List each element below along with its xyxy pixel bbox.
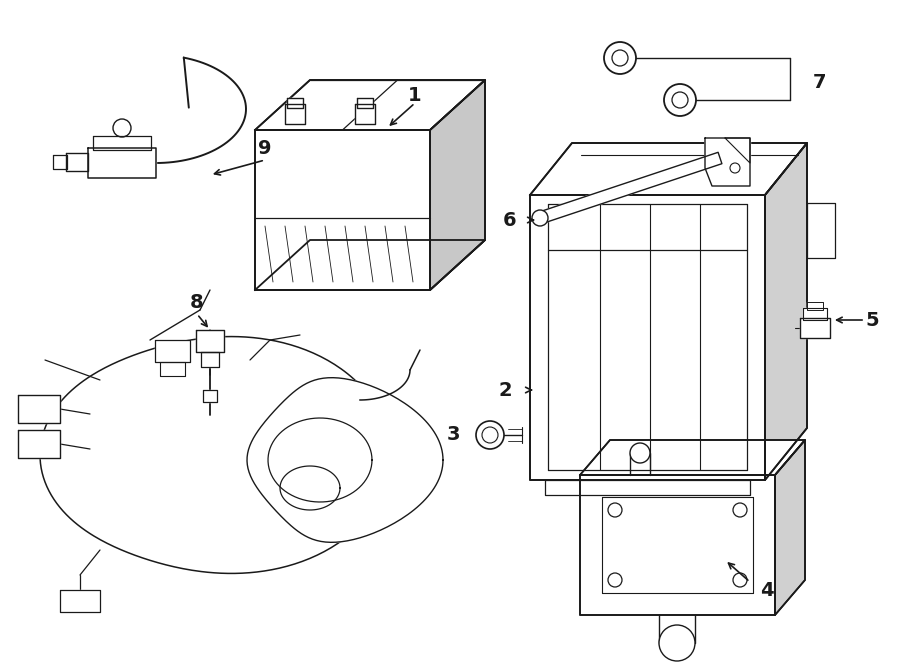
Polygon shape xyxy=(66,153,88,171)
Polygon shape xyxy=(160,362,185,376)
Circle shape xyxy=(532,210,548,226)
Circle shape xyxy=(113,119,131,137)
Polygon shape xyxy=(538,152,722,224)
Polygon shape xyxy=(255,80,485,130)
Circle shape xyxy=(476,421,504,449)
Polygon shape xyxy=(430,80,485,290)
Polygon shape xyxy=(765,143,807,480)
Text: 1: 1 xyxy=(409,85,422,105)
Polygon shape xyxy=(60,590,100,612)
Polygon shape xyxy=(285,104,305,124)
Text: 4: 4 xyxy=(760,581,774,600)
Circle shape xyxy=(672,92,688,108)
Polygon shape xyxy=(807,203,835,258)
Polygon shape xyxy=(255,130,430,290)
Polygon shape xyxy=(705,138,750,186)
Polygon shape xyxy=(775,440,805,615)
Polygon shape xyxy=(357,98,373,108)
Circle shape xyxy=(659,625,695,661)
Polygon shape xyxy=(201,352,219,367)
Circle shape xyxy=(604,42,636,74)
Polygon shape xyxy=(203,390,217,402)
Polygon shape xyxy=(247,378,443,542)
Polygon shape xyxy=(725,138,750,163)
Circle shape xyxy=(730,163,740,173)
Circle shape xyxy=(733,503,747,517)
Polygon shape xyxy=(280,466,340,510)
Text: 7: 7 xyxy=(814,73,827,91)
Polygon shape xyxy=(18,395,60,423)
Circle shape xyxy=(608,573,622,587)
Polygon shape xyxy=(255,240,485,290)
Text: 3: 3 xyxy=(446,426,460,444)
Circle shape xyxy=(608,503,622,517)
Polygon shape xyxy=(355,104,375,124)
Circle shape xyxy=(612,50,628,66)
Polygon shape xyxy=(287,98,303,108)
Circle shape xyxy=(630,443,650,463)
Text: 5: 5 xyxy=(865,310,878,330)
Polygon shape xyxy=(196,330,224,352)
Text: 8: 8 xyxy=(190,293,203,312)
Polygon shape xyxy=(40,336,390,573)
Text: 9: 9 xyxy=(258,138,272,158)
Polygon shape xyxy=(803,308,827,320)
Circle shape xyxy=(733,573,747,587)
Polygon shape xyxy=(580,475,775,615)
Text: 6: 6 xyxy=(502,211,516,230)
Polygon shape xyxy=(530,195,765,480)
Polygon shape xyxy=(800,318,830,338)
Polygon shape xyxy=(155,340,190,362)
Polygon shape xyxy=(53,155,67,169)
Polygon shape xyxy=(580,440,805,475)
Polygon shape xyxy=(268,418,372,502)
Polygon shape xyxy=(88,148,156,178)
Polygon shape xyxy=(545,480,750,495)
Text: 2: 2 xyxy=(499,381,512,399)
Polygon shape xyxy=(807,302,823,310)
Polygon shape xyxy=(18,430,60,458)
Polygon shape xyxy=(93,136,151,150)
Circle shape xyxy=(482,427,498,443)
Circle shape xyxy=(664,84,696,116)
Polygon shape xyxy=(530,143,807,195)
